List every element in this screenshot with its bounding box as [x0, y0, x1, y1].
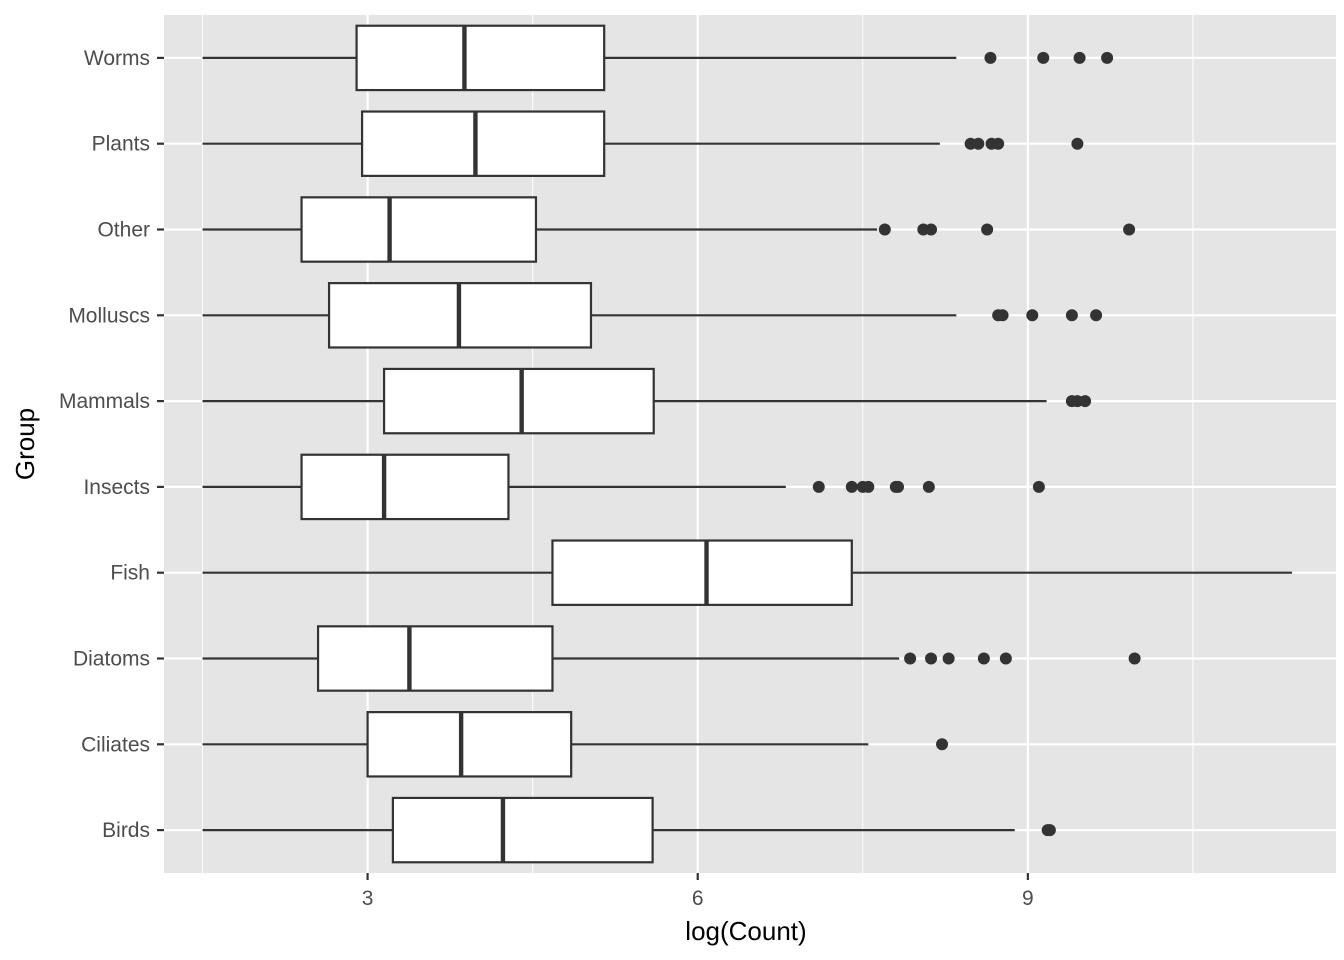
- outlier-point: [942, 652, 955, 665]
- y-tick-label: Ciliates: [81, 733, 150, 756]
- iqr-box: [360, 110, 606, 177]
- y-tick-label: Worms: [84, 47, 150, 70]
- box-insects: [202, 453, 1045, 521]
- box-plants: [202, 110, 1084, 177]
- outlier-point: [925, 652, 938, 665]
- outlier-point: [999, 652, 1012, 665]
- outlier-point: [936, 738, 949, 751]
- axes: Birds Ciliates Diatoms Fish Insects Mammals Mo…: [59, 47, 1034, 910]
- box-other: [202, 196, 1136, 263]
- outlier-point: [892, 480, 905, 493]
- outlier-point: [1043, 824, 1056, 837]
- iqr-box: [391, 796, 654, 864]
- y-tick-label: Insects: [83, 476, 150, 499]
- outlier-point: [981, 223, 994, 236]
- plot-panel: [164, 15, 1336, 873]
- outlier-point: [1090, 309, 1103, 322]
- outlier-point: [904, 652, 917, 665]
- outlier-point: [996, 309, 1009, 322]
- outlier-point: [1032, 480, 1045, 493]
- box-worms: [202, 24, 1114, 92]
- x-tick-label: 6: [692, 887, 704, 910]
- outlier-point: [1037, 51, 1050, 64]
- y-tick-label: Other: [97, 219, 150, 242]
- box-fish: [202, 539, 1292, 606]
- iqr-box: [366, 711, 573, 778]
- y-tick-label: Molluscs: [68, 304, 150, 327]
- outlier-point: [925, 223, 938, 236]
- outlier-point: [862, 480, 875, 493]
- y-tick-label: Mammals: [59, 390, 150, 413]
- outlier-point: [922, 480, 935, 493]
- x-axis-title: log(Count): [685, 916, 806, 946]
- outlier-point: [1026, 309, 1039, 322]
- outlier-point: [1079, 395, 1092, 408]
- outlier-point: [972, 137, 985, 150]
- outlier-point: [984, 51, 997, 64]
- iqr-box: [300, 453, 510, 521]
- box-molluscs: [202, 282, 1103, 349]
- y-tick-label: Fish: [110, 562, 150, 585]
- outlier-point: [845, 480, 858, 493]
- box-birds: [202, 796, 1056, 864]
- outlier-point: [1101, 51, 1114, 64]
- boxes: [202, 24, 1292, 864]
- y-tick-label: Birds: [102, 819, 150, 842]
- box-ciliates: [202, 711, 949, 778]
- outlier-point: [977, 652, 990, 665]
- outlier-point: [992, 137, 1005, 150]
- iqr-box: [300, 196, 538, 263]
- iqr-box: [355, 24, 606, 92]
- outlier-point: [1073, 51, 1086, 64]
- y-tick-label: Plants: [92, 133, 150, 156]
- outlier-point: [1065, 309, 1078, 322]
- iqr-box: [551, 539, 853, 606]
- box-diatoms: [202, 625, 1141, 692]
- outlier-point: [1071, 137, 1084, 150]
- x-tick-label: 9: [1022, 887, 1034, 910]
- x-tick-label: 3: [362, 887, 374, 910]
- outlier-point: [1128, 652, 1141, 665]
- iqr-box: [382, 367, 655, 435]
- y-tick-label: Diatoms: [73, 648, 150, 671]
- iqr-box: [316, 625, 554, 692]
- outlier-point: [878, 223, 891, 236]
- y-axis-title: Group: [10, 408, 40, 480]
- box-mammals: [202, 367, 1092, 435]
- outlier-point: [812, 480, 825, 493]
- outlier-point: [1123, 223, 1136, 236]
